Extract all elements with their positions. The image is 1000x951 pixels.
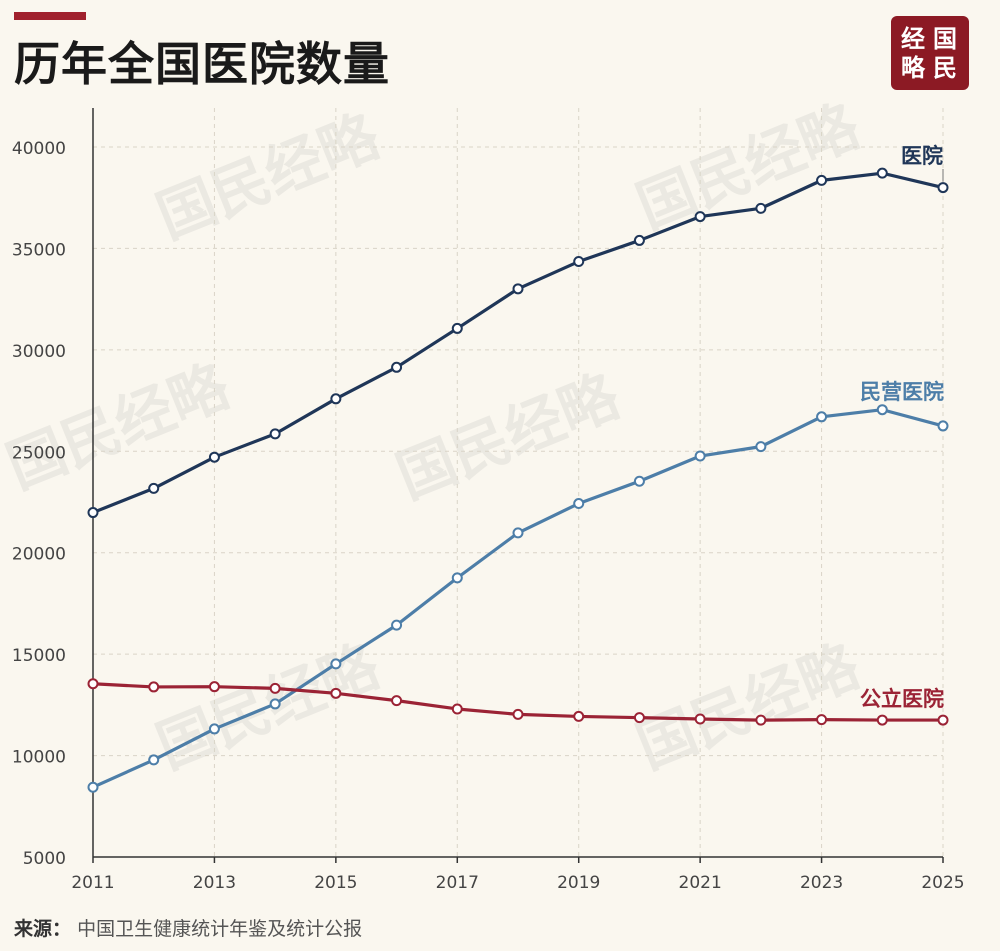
- y-tick-label: 40000: [12, 139, 66, 159]
- data-point: [87, 678, 99, 690]
- data-point: [269, 698, 281, 710]
- y-tick-label: 5000: [23, 849, 66, 869]
- data-point: [694, 450, 706, 462]
- x-tick-label: 2021: [679, 873, 722, 893]
- x-tick-label: 2013: [193, 873, 236, 893]
- data-point: [816, 714, 828, 726]
- data-point: [694, 211, 706, 223]
- y-tick-label: 15000: [12, 646, 66, 666]
- data-point: [512, 708, 524, 720]
- data-point: [633, 712, 645, 724]
- data-point: [512, 283, 524, 295]
- series-line: [91, 408, 945, 789]
- data-point: [208, 681, 220, 693]
- data-point: [816, 174, 828, 186]
- data-point: [269, 428, 281, 440]
- data-point: [391, 695, 403, 707]
- x-tick-label: 2017: [436, 873, 479, 893]
- series-label: 医院: [901, 144, 943, 168]
- y-tick-label: 30000: [12, 342, 66, 362]
- data-point: [573, 710, 585, 722]
- data-point: [937, 420, 949, 432]
- x-tick-label: 2023: [800, 873, 843, 893]
- source-text: 中国卫生健康统计年鉴及统计公报: [77, 918, 363, 940]
- logo-char: 国: [933, 24, 957, 53]
- data-point: [573, 256, 585, 268]
- data-point: [148, 754, 160, 766]
- data-point: [876, 167, 888, 179]
- data-point: [451, 703, 463, 715]
- series-line: [91, 171, 945, 515]
- data-point: [937, 182, 949, 194]
- title-accent-bar: [14, 12, 86, 20]
- logo-char: 民: [933, 53, 957, 82]
- data-point: [633, 234, 645, 246]
- data-point: [330, 658, 342, 670]
- data-point: [451, 572, 463, 584]
- source-note: 来源： 中国卫生健康统计年鉴及统计公报: [14, 914, 362, 941]
- data-point: [208, 723, 220, 735]
- data-point: [148, 681, 160, 693]
- y-tick-label: 20000: [12, 545, 66, 565]
- data-point: [87, 507, 99, 519]
- series-label: 公立医院: [860, 687, 944, 711]
- y-tick-label: 10000: [12, 748, 66, 768]
- series-label: 民营医院: [860, 380, 944, 404]
- data-point: [755, 441, 767, 453]
- data-point: [391, 619, 403, 631]
- x-tick-label: 2019: [557, 873, 600, 893]
- x-tick-label: 2015: [314, 873, 357, 893]
- data-point: [876, 404, 888, 416]
- brand-logo: 经 国 略 民: [891, 16, 969, 90]
- x-tick-label: 2025: [921, 873, 964, 893]
- data-point: [87, 781, 99, 793]
- data-point: [330, 687, 342, 699]
- data-point: [937, 714, 949, 726]
- data-point: [755, 202, 767, 214]
- source-label: 来源：: [14, 918, 72, 940]
- data-point: [694, 713, 706, 725]
- data-point: [633, 475, 645, 487]
- data-point: [816, 411, 828, 423]
- y-tick-label: 35000: [12, 240, 66, 260]
- data-point: [208, 451, 220, 463]
- logo-char: 经: [901, 24, 925, 53]
- logo-char: 略: [901, 53, 925, 82]
- data-point: [269, 682, 281, 694]
- data-point: [451, 322, 463, 334]
- data-point: [148, 482, 160, 494]
- page-title: 历年全国医院数量: [14, 37, 390, 91]
- data-point: [330, 393, 342, 405]
- data-point: [573, 498, 585, 510]
- data-point: [755, 714, 767, 726]
- y-tick-label: 25000: [12, 443, 66, 463]
- x-tick-label: 2011: [71, 873, 114, 893]
- data-point: [876, 714, 888, 726]
- data-point: [512, 527, 524, 539]
- data-point: [391, 361, 403, 373]
